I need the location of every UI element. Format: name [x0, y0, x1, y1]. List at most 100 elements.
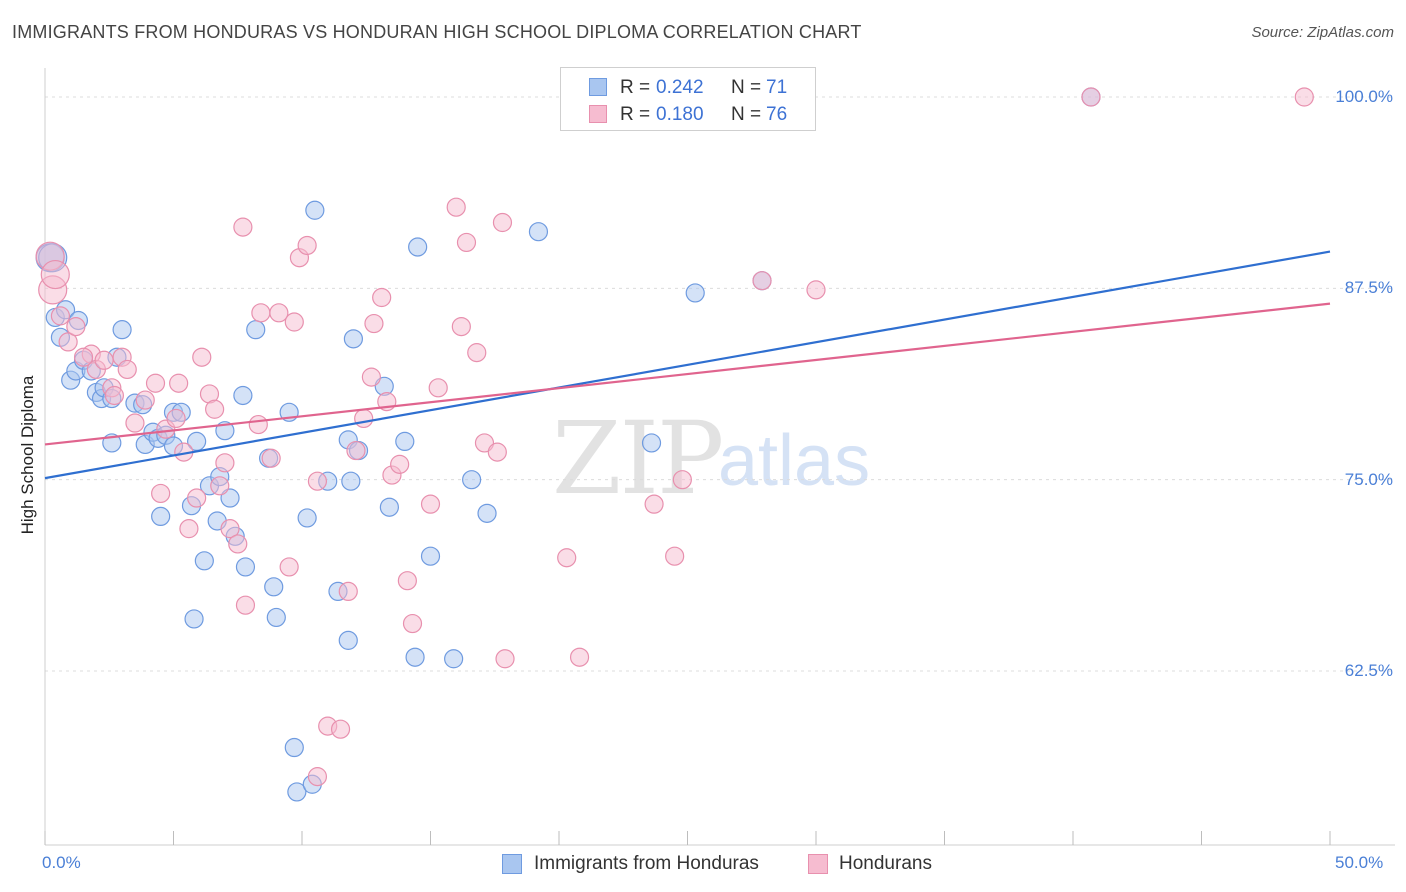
- immigrants-point: [264, 577, 284, 597]
- hondurans-point: [205, 399, 225, 419]
- hondurans-point: [40, 259, 70, 290]
- hondurans-point: [1081, 87, 1101, 107]
- hondurans-point: [73, 347, 94, 367]
- legend-row-blue: R = 0.242 N = 71: [561, 74, 815, 102]
- stats-legend: R = 0.242 N = 71 R = 0.180 N = 76: [560, 67, 816, 131]
- immigrants-point: [379, 497, 399, 517]
- hondurans-point: [752, 271, 772, 291]
- immigrants-point: [266, 607, 286, 628]
- hondurans-point: [104, 385, 124, 406]
- hondurans-point: [557, 548, 577, 568]
- hondurans-point: [125, 413, 145, 433]
- y-tick-label: 87.5%: [1344, 278, 1393, 297]
- hondurans-point: [487, 442, 507, 462]
- hondurans-point: [210, 476, 230, 496]
- hondurans-point: [269, 303, 289, 323]
- y-tick-label: 100.0%: [1335, 87, 1393, 106]
- hondurans-point: [135, 390, 155, 410]
- hondurans-point: [192, 347, 212, 367]
- hondurans-point: [446, 197, 466, 217]
- y-tick-label: 75.0%: [1344, 470, 1393, 489]
- hondurans-point: [402, 613, 423, 634]
- hondurans-point: [261, 448, 281, 468]
- hondurans-point: [806, 280, 826, 300]
- n-value: 71: [766, 77, 788, 98]
- hondurans-point: [428, 378, 448, 398]
- hondurans-point: [179, 519, 199, 539]
- hondurans-point: [492, 212, 513, 233]
- immigrants-point: [297, 508, 317, 528]
- legend-row-pink: R = 0.180 N = 76: [561, 101, 815, 129]
- hondurans-point: [467, 343, 487, 363]
- pink-swatch: [589, 105, 607, 123]
- immigrants-point: [235, 557, 256, 577]
- hondurans-point: [145, 373, 166, 393]
- blue-swatch: [589, 78, 607, 96]
- legend-item-immigrants: Immigrants from Honduras: [502, 851, 792, 879]
- immigrants-point: [420, 546, 441, 566]
- hondurans-point: [58, 332, 78, 352]
- watermark-zip: ZIP: [552, 400, 724, 517]
- hondurans-point: [50, 306, 71, 326]
- immigrants-point: [341, 471, 361, 491]
- hondurans-point: [354, 408, 374, 429]
- hondurans-point: [279, 557, 299, 577]
- hondurans-point: [495, 649, 515, 669]
- immigrants-point: [284, 737, 304, 758]
- n-label: N =: [731, 77, 762, 98]
- hondurans-point: [456, 232, 477, 253]
- immigrants-point: [287, 782, 307, 802]
- hondurans-point: [215, 453, 235, 473]
- hondurans-point: [672, 470, 692, 490]
- n-label: N =: [731, 104, 762, 125]
- x-tick-label: 50.0%: [1335, 853, 1384, 872]
- immigrants-point: [528, 222, 549, 242]
- legend-label: Immigrants from Honduras: [534, 853, 759, 874]
- hondurans-point: [235, 595, 256, 615]
- immigrants-point: [338, 630, 358, 650]
- hondurans-point: [1294, 87, 1314, 107]
- hondurans-point: [361, 367, 381, 387]
- y-axis-label: High School Diploma: [18, 375, 37, 535]
- legend-item-hondurans: Hondurans: [808, 851, 968, 879]
- hondurans-point: [233, 217, 253, 237]
- immigrants-point: [233, 385, 253, 406]
- immigrants-point: [151, 506, 171, 527]
- hondurans-point: [451, 317, 471, 337]
- hondurans-point: [346, 440, 366, 461]
- immigrants-point: [184, 609, 204, 629]
- hondurans-point: [397, 571, 417, 591]
- immigrants-point: [343, 329, 363, 349]
- immigrants-point: [112, 320, 132, 340]
- chart-title: IMMIGRANTS FROM HONDURAS VS HONDURAN HIG…: [12, 22, 862, 42]
- hondurans-point: [307, 471, 328, 491]
- immigrants-point: [220, 488, 240, 508]
- hondurans-point: [307, 767, 328, 787]
- hondurans-point: [169, 373, 189, 393]
- hondurans-point: [665, 546, 685, 566]
- immigrants-point: [405, 647, 425, 667]
- immigrants-point: [194, 551, 214, 571]
- hondurans-point: [251, 303, 271, 323]
- legend-label: Hondurans: [839, 853, 932, 874]
- n-value: 76: [766, 104, 788, 125]
- immigrants-point: [685, 283, 705, 303]
- hondurans-point: [364, 313, 384, 334]
- hondurans-trend-line: [44, 302, 1331, 446]
- hondurans-point: [228, 534, 248, 554]
- r-label: R =: [620, 77, 651, 98]
- hondurans-point: [66, 317, 86, 337]
- hondurans-point: [166, 408, 186, 429]
- y-tick-label: 62.5%: [1344, 661, 1393, 680]
- hondurans-point: [420, 494, 441, 514]
- r-label: R =: [620, 104, 651, 125]
- hondurans-point: [284, 312, 304, 332]
- pink-swatch: [808, 854, 828, 874]
- hondurans-point: [569, 647, 590, 667]
- watermark-atlas: atlas: [718, 421, 871, 501]
- blue-swatch: [502, 854, 522, 874]
- hondurans-point: [338, 581, 358, 602]
- hondurans-point: [248, 414, 268, 435]
- hondurans-point: [330, 719, 351, 739]
